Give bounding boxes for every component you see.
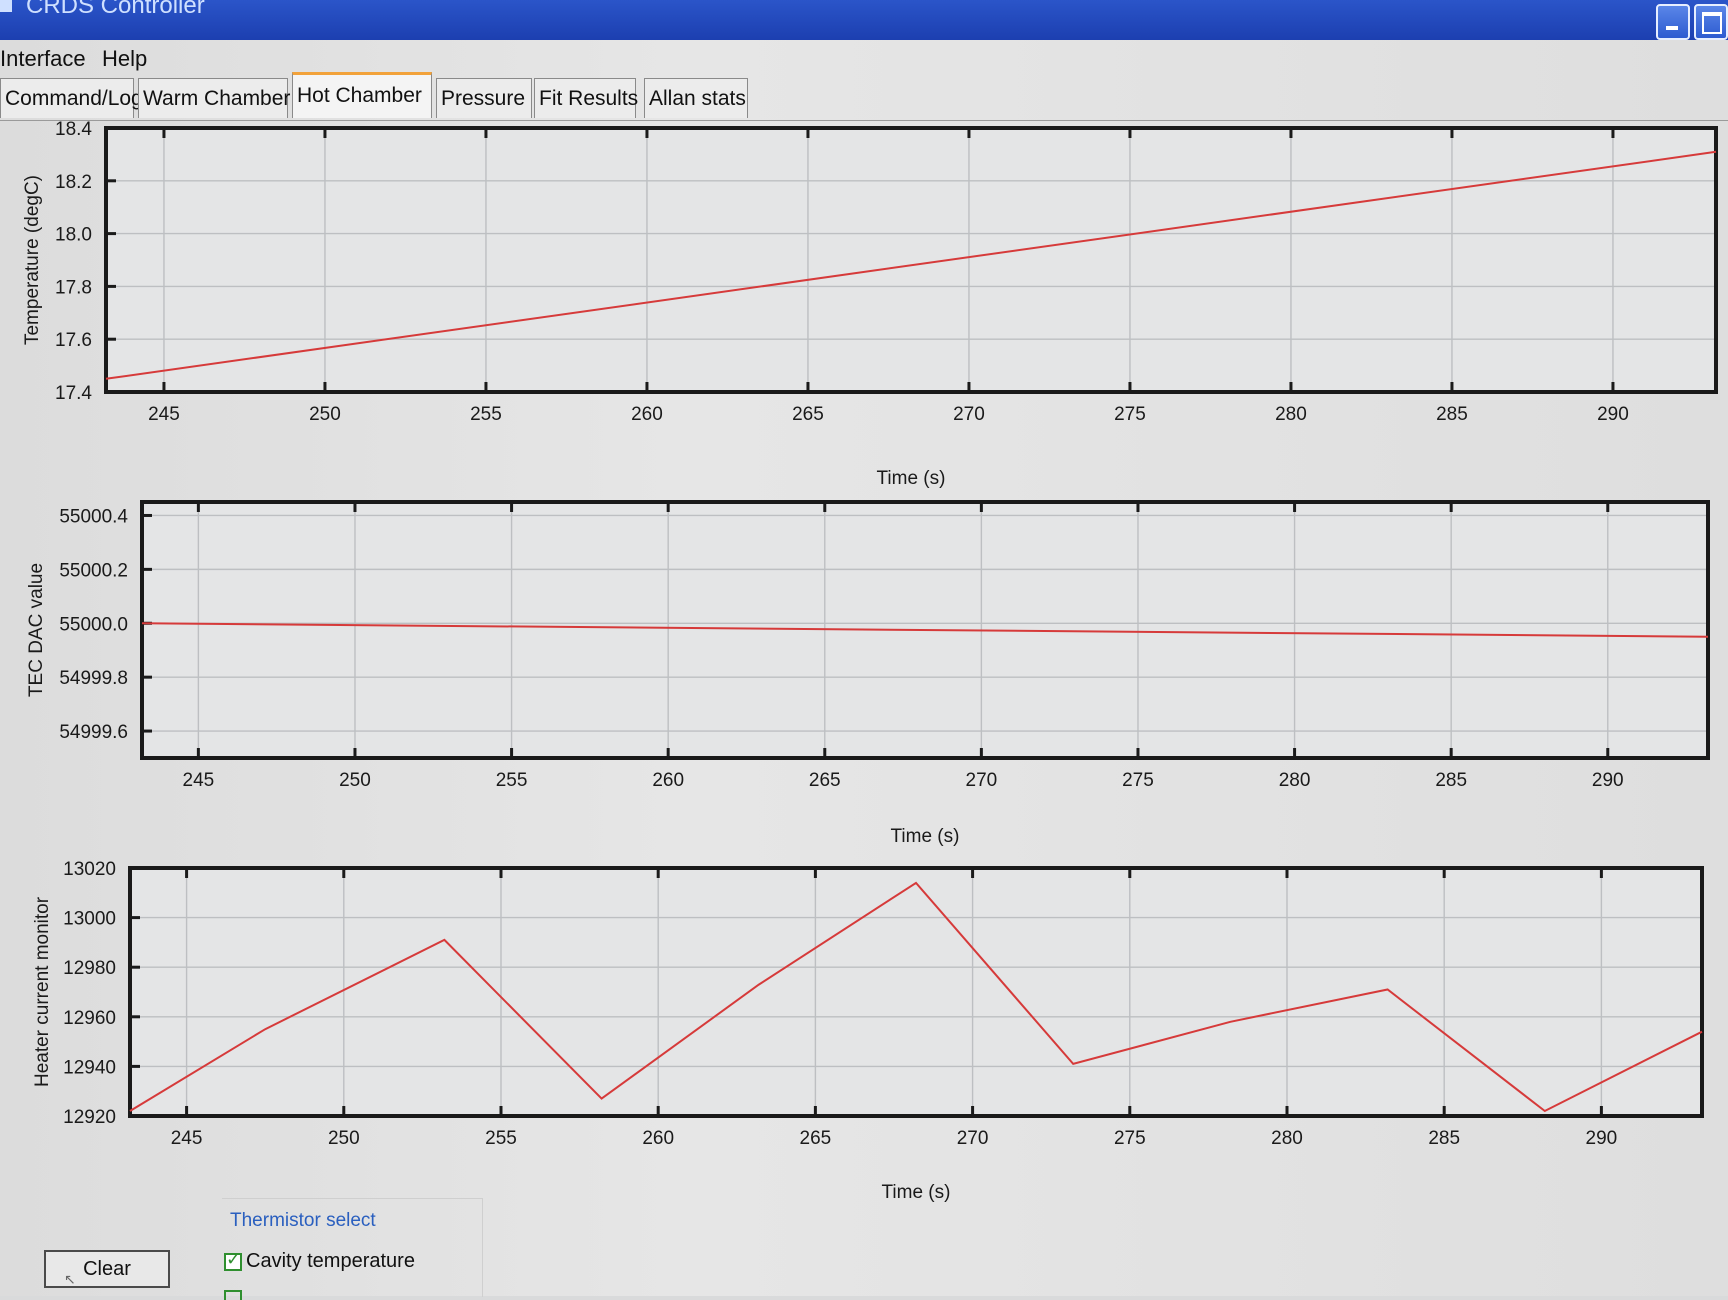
plot-area-1 [104,126,1718,394]
cavity-temperature-label: Cavity temperature [246,1250,415,1273]
x-tick-label: 275 [1114,1128,1146,1149]
app-icon [0,0,12,12]
x-tick-label: 245 [171,1128,203,1149]
y-tick-label: 18.2 [55,172,92,193]
x-tick-label: 245 [183,770,215,791]
clear-button-label: Clear [83,1258,131,1280]
x-tick-label: 245 [148,404,180,425]
x-tick-label: 285 [1436,404,1468,425]
x-axis-label: Time (s) [891,826,960,847]
series-line-2 [141,622,1709,638]
cavity-temperature-option[interactable]: ✓ Cavity temperature [224,1249,415,1273]
x-tick-label: 255 [496,770,528,791]
y-tick-label: 12920 [63,1107,116,1128]
x-tick-label: 270 [953,404,985,425]
y-axis-label: Heater current monitor [32,896,53,1087]
y-axis-label: TEC DAC value [26,563,47,697]
x-tick-label: 290 [1586,1128,1618,1149]
title-bar[interactable]: CRDS Controller [0,0,1728,40]
y-tick-label: 18.0 [55,225,92,246]
y-tick-label: 13020 [63,859,116,880]
x-tick-label: 260 [631,404,663,425]
x-tick-label: 270 [966,770,998,791]
x-tick-label: 265 [800,1128,832,1149]
y-tick-label: 55000.2 [59,560,128,581]
tab-command-log[interactable]: Command/Log [0,78,143,118]
plot-area-3 [128,866,1704,1118]
tab-allan-stats[interactable]: Allan stats [644,78,748,118]
x-tick-label: 275 [1114,404,1146,425]
y-tick-label: 13000 [63,909,116,930]
y-tick-label: 12960 [63,1008,116,1029]
y-tick-label: 17.4 [55,383,92,404]
y-tick-label: 12940 [63,1057,116,1078]
x-tick-label: 285 [1435,770,1467,791]
minimize-icon [1666,26,1678,30]
x-tick-label: 260 [642,1128,674,1149]
tab-warm-chamber[interactable]: Warm Chamber [138,78,290,118]
y-tick-label: 54999.8 [59,668,128,689]
x-tick-label: 250 [339,770,371,791]
tab-hot-chamber[interactable]: Hot Chamber [292,72,432,118]
x-tick-label: 250 [309,404,341,425]
cavity-temperature-checkbox[interactable]: ✓ [224,1249,242,1271]
x-axis-label: Time (s) [877,468,946,489]
x-tick-label: 280 [1271,1128,1303,1149]
x-tick-label: 255 [470,404,502,425]
y-tick-label: 55000.0 [59,614,128,635]
x-tick-label: 255 [485,1128,517,1149]
x-tick-label: 265 [809,770,841,791]
x-tick-label: 250 [328,1128,360,1149]
second-thermistor-checkbox[interactable] [224,1290,242,1300]
y-tick-label: 18.4 [55,119,92,140]
x-tick-label: 275 [1122,770,1154,791]
x-tick-label: 270 [957,1128,989,1149]
y-axis-label: Temperature (degC) [22,175,43,345]
thermistor-select-label: Thermistor select [230,1210,376,1231]
x-tick-label: 290 [1597,404,1629,425]
x-tick-label: 280 [1279,770,1311,791]
minimize-button[interactable] [1656,4,1690,40]
window-title: CRDS Controller [26,0,205,19]
series-line-1 [105,150,1717,380]
tab-pressure[interactable]: Pressure [436,78,532,118]
hot-chamber-panel [0,120,1728,1297]
tab-fit-results[interactable]: Fit Results [534,78,638,118]
series-line-3 [129,881,1703,1113]
x-tick-label: 260 [652,770,684,791]
x-tick-label: 280 [1275,404,1307,425]
thermistor-select-group [222,1198,483,1297]
menu-interface[interactable]: Interface [0,46,86,71]
y-tick-label: 55000.4 [59,506,128,527]
y-tick-label: 17.6 [55,330,92,351]
x-tick-label: 290 [1592,770,1624,791]
maximize-icon [1702,12,1722,34]
x-tick-label: 285 [1428,1128,1460,1149]
cursor-icon: ↖ [64,1271,76,1287]
y-tick-label: 17.8 [55,277,92,298]
x-tick-label: 265 [792,404,824,425]
clear-button[interactable]: ↖ Clear [44,1250,170,1288]
y-tick-label: 54999.6 [59,722,128,743]
y-tick-label: 12980 [63,958,116,979]
check-icon: ✓ [226,1248,242,1269]
tab-bar: Command/Log Warm Chamber Hot Chamber Pre… [0,72,1728,120]
menu-help[interactable]: Help [102,46,148,71]
x-axis-label: Time (s) [882,1182,951,1203]
maximize-button[interactable] [1694,4,1728,40]
